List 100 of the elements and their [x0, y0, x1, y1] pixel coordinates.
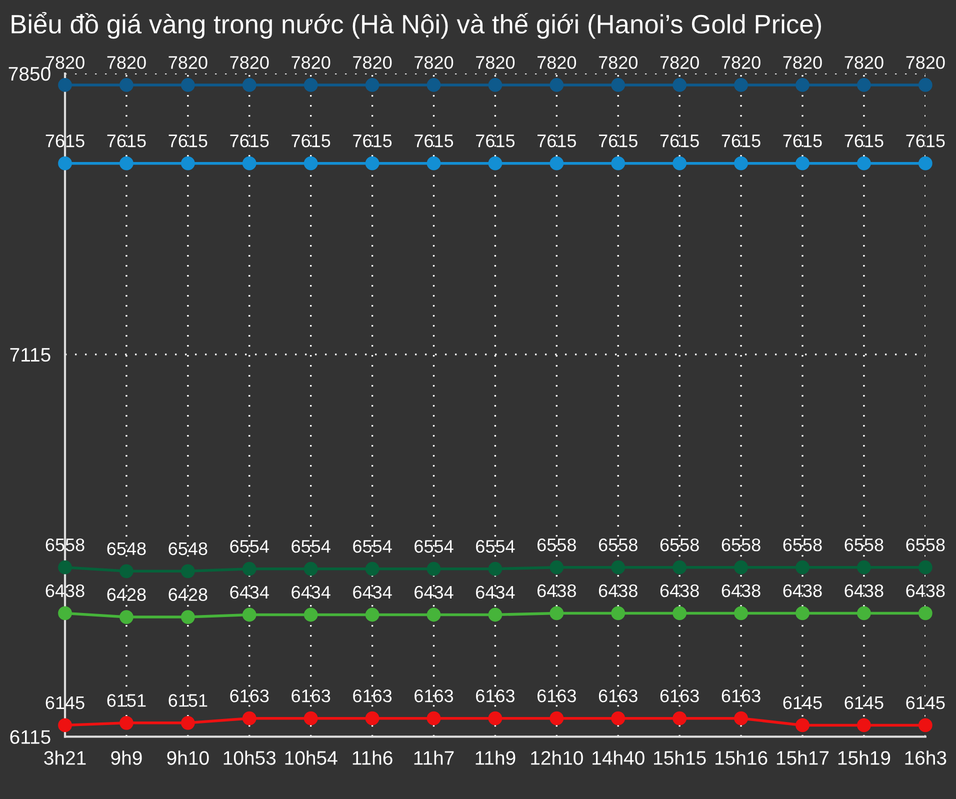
point [304, 156, 318, 170]
data-label: 7820 [414, 56, 454, 69]
point [796, 718, 810, 732]
point [857, 718, 871, 732]
data-label: 6558 [722, 538, 760, 552]
point [488, 156, 502, 170]
point [180, 610, 195, 624]
point [426, 608, 441, 622]
point [857, 606, 871, 620]
point [488, 711, 502, 726]
data-label: 6434 [414, 586, 454, 599]
data-label: 6434 [230, 586, 269, 599]
point [180, 78, 195, 92]
point [58, 718, 72, 732]
data-label: 6151 [107, 694, 146, 707]
data-label: 6145 [783, 696, 822, 710]
point [796, 606, 810, 620]
x-tick-label: 11h9 [476, 750, 516, 765]
x-tick-label: 16h3 [905, 750, 946, 765]
data-label: 6145 [844, 696, 884, 710]
point [918, 606, 932, 620]
point [304, 711, 318, 726]
data-label: 7615 [783, 134, 822, 148]
point [857, 78, 871, 92]
data-label: 7615 [906, 134, 945, 148]
point [426, 156, 441, 170]
data-label: 7615 [353, 134, 392, 148]
point [58, 560, 72, 574]
data-label: 7820 [660, 56, 699, 69]
point [672, 78, 687, 92]
data-label: 7615 [538, 134, 576, 148]
data-label: 6438 [598, 584, 638, 598]
point [304, 608, 318, 622]
data-label: 6163 [414, 689, 454, 702]
x-tick-label: 12h10 [531, 750, 583, 765]
data-label: 6558 [660, 538, 699, 552]
point [550, 78, 564, 92]
point [426, 78, 441, 92]
data-label: 6428 [107, 588, 146, 601]
x-tick-label: 14h40 [592, 750, 644, 765]
point [672, 606, 687, 620]
point [611, 606, 626, 620]
y-tick-label: 6115 [10, 730, 50, 744]
point [857, 560, 871, 574]
data-label: 6554 [476, 540, 515, 553]
x-tick-label: 9h9 [111, 750, 142, 765]
data-label: 7820 [353, 56, 392, 69]
point [672, 711, 687, 726]
point [734, 711, 748, 726]
point [488, 562, 502, 576]
point [796, 78, 810, 92]
point [550, 156, 564, 170]
data-label: 7615 [230, 134, 269, 148]
data-label: 6428 [168, 588, 208, 601]
point [120, 156, 134, 170]
data-label: 7615 [598, 134, 638, 148]
data-label: 6438 [722, 584, 760, 598]
data-label: 7820 [783, 56, 822, 69]
point [365, 78, 380, 92]
data-label: 7820 [476, 56, 515, 69]
point [242, 156, 256, 170]
data-label: 7615 [844, 134, 884, 148]
point [918, 560, 932, 574]
data-label: 6558 [906, 538, 945, 552]
data-label: 7820 [538, 56, 576, 69]
data-label: 6163 [598, 689, 638, 702]
x-tick-label: 10h53 [224, 750, 276, 765]
point [365, 562, 380, 576]
point [611, 78, 626, 92]
point [611, 560, 626, 574]
point [180, 564, 195, 578]
point [58, 78, 72, 92]
point [734, 156, 748, 170]
data-label: 7820 [46, 56, 84, 69]
point [918, 156, 932, 170]
data-label: 6163 [230, 689, 269, 702]
data-label: 6554 [414, 540, 454, 553]
data-label: 6163 [476, 689, 514, 702]
data-label: 6151 [168, 694, 208, 707]
point [672, 560, 687, 574]
data-label: 6438 [538, 584, 576, 598]
x-tick-label: 15h16 [715, 750, 768, 765]
point [180, 156, 195, 170]
data-label: 7820 [844, 56, 884, 69]
data-label: 7820 [230, 56, 269, 69]
data-label: 6558 [844, 538, 884, 552]
data-label: 7820 [107, 56, 146, 69]
data-label: 6558 [538, 538, 576, 552]
data-label: 6163 [353, 689, 392, 702]
data-label: 6558 [783, 538, 822, 552]
data-label: 6163 [538, 689, 576, 702]
point [365, 608, 380, 622]
data-label: 7615 [660, 134, 699, 148]
x-tick-label: 15h19 [838, 750, 890, 765]
point [611, 711, 626, 726]
point [734, 560, 748, 574]
point [918, 78, 932, 92]
point [304, 562, 318, 576]
point [365, 711, 380, 726]
data-label: 7615 [107, 134, 146, 148]
